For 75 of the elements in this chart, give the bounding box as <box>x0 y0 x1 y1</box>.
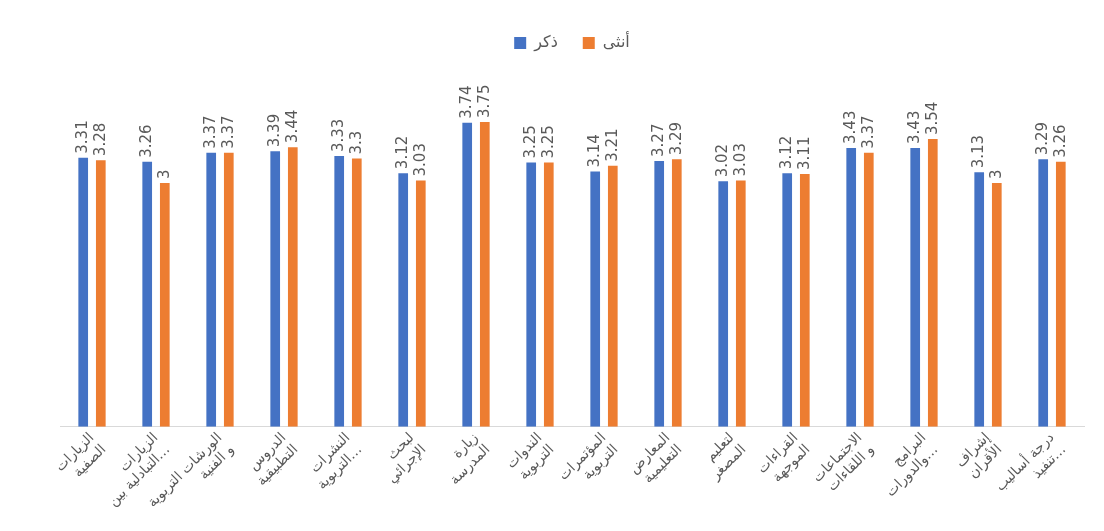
data-label: 3.26 <box>137 124 156 158</box>
bar <box>462 122 473 427</box>
bar <box>846 147 857 427</box>
bar <box>927 139 938 427</box>
bar <box>782 173 793 427</box>
bar <box>334 156 345 427</box>
bar <box>974 172 985 427</box>
bar <box>671 159 682 427</box>
data-label: 3.14 <box>585 134 604 168</box>
data-label: 3.27 <box>649 123 668 157</box>
legend-label: أنثى <box>602 31 630 52</box>
x-tick-label: لبحث الإجرائي <box>383 428 430 487</box>
data-label: 3.03 <box>410 143 429 177</box>
data-label: 3.12 <box>393 135 412 170</box>
data-label: 3 <box>154 169 173 179</box>
data-label: 3.31 <box>73 120 92 154</box>
data-label: 3.43 <box>841 110 860 144</box>
data-label: 3.37 <box>201 115 220 149</box>
bar <box>159 182 170 427</box>
data-label: 3.37 <box>218 115 237 149</box>
data-label: 3 <box>986 169 1005 179</box>
bar <box>654 160 665 427</box>
x-tick-label: الزيارات الصفية <box>51 428 109 480</box>
bar <box>590 171 601 427</box>
x-tick-label: المعارض التعليمية <box>625 428 685 486</box>
bar <box>398 173 409 427</box>
data-label: 3.28 <box>90 122 109 157</box>
bar <box>95 160 106 427</box>
bar <box>863 152 874 427</box>
bar <box>1038 159 1049 427</box>
data-label: 3.75 <box>474 84 493 118</box>
data-label: 3.29 <box>666 121 685 156</box>
bar <box>735 180 746 427</box>
x-tick-label: الدروس التطبيقية <box>244 428 301 489</box>
x-tick-label: إشراف الأقران <box>951 428 1006 482</box>
bar <box>799 173 810 427</box>
data-label: 3.03 <box>730 143 749 177</box>
bar <box>142 161 153 427</box>
data-label: 3.25 <box>538 125 557 159</box>
data-label: 3.25 <box>521 125 540 159</box>
bar <box>718 181 729 427</box>
bar <box>287 147 298 427</box>
data-label: 3.37 <box>858 115 877 149</box>
bar <box>223 152 234 427</box>
data-label: 3.21 <box>602 128 621 162</box>
bar <box>206 152 217 427</box>
data-label: 3.44 <box>282 109 301 144</box>
bar <box>1055 161 1066 427</box>
data-label: 3.43 <box>905 110 924 144</box>
bar <box>526 162 537 427</box>
legend-label: ذكر <box>533 32 558 53</box>
bar <box>351 158 362 427</box>
bar <box>991 182 1002 427</box>
bar <box>78 157 89 427</box>
data-label: 3.11 <box>794 136 813 170</box>
bar <box>543 162 554 427</box>
x-tick-label: زيارة المدرسة <box>446 428 494 488</box>
x-tick-label: النشرات التربوية… <box>306 428 366 493</box>
bar <box>270 151 281 427</box>
data-label: 3.54 <box>922 101 941 136</box>
data-label: 3.02 <box>713 143 732 178</box>
bar <box>415 180 426 427</box>
data-label: 3.29 <box>1033 121 1052 156</box>
data-label: 3.26 <box>1050 124 1069 158</box>
data-label: 3.74 <box>457 85 476 119</box>
data-label: 3.12 <box>777 135 796 170</box>
data-label: 3.3 <box>346 130 365 155</box>
bar <box>607 165 618 427</box>
x-tick-label: البرامج والدورات… <box>881 428 942 501</box>
data-label: 3.33 <box>329 118 348 153</box>
bar <box>479 121 490 427</box>
data-label: 3.13 <box>969 134 988 169</box>
data-label: 3.39 <box>265 113 284 148</box>
bar <box>910 147 921 427</box>
x-tick-label: لتعليم المصغر <box>701 428 750 484</box>
